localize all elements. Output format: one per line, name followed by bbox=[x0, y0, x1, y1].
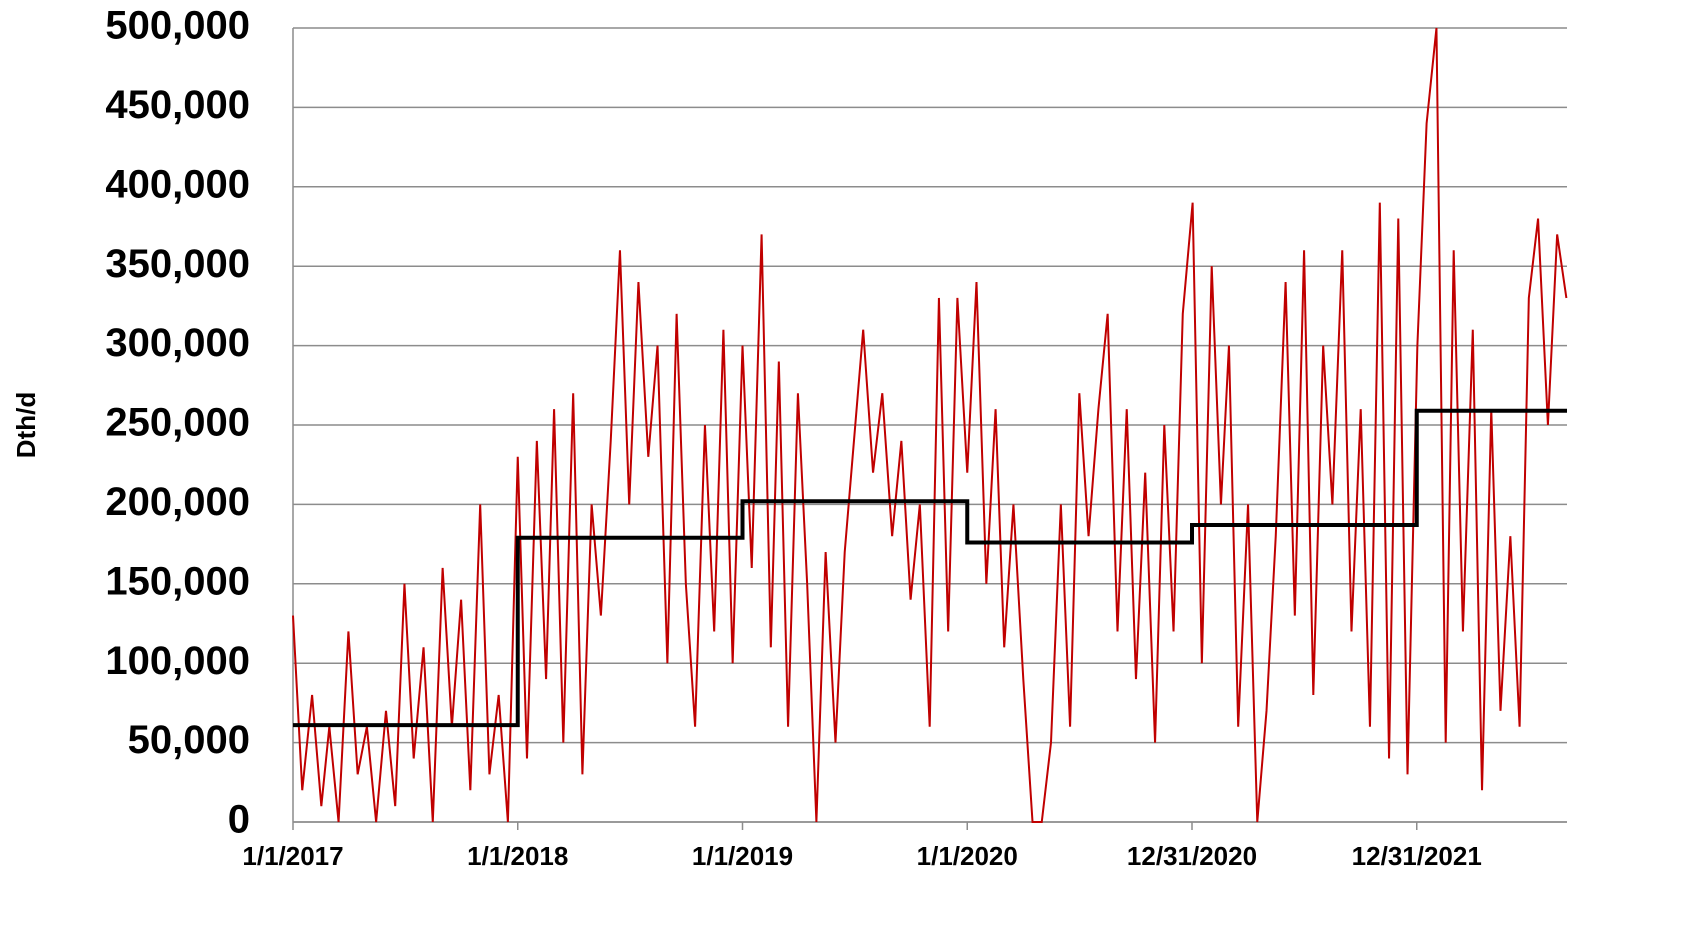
y-tick-label: 400,000 bbox=[105, 162, 250, 206]
y-tick-label: 450,000 bbox=[105, 83, 250, 127]
y-tick-label: 0 bbox=[228, 798, 250, 842]
y-tick-label: 100,000 bbox=[105, 639, 250, 683]
y-tick-label: 150,000 bbox=[105, 559, 250, 603]
y-axis-label: Dth/d bbox=[11, 392, 41, 458]
y-tick-label: 350,000 bbox=[105, 242, 250, 286]
x-tick-label: 1/1/2020 bbox=[917, 841, 1018, 871]
x-tick-label: 1/1/2018 bbox=[467, 841, 568, 871]
step-line bbox=[293, 408, 1567, 728]
data-line bbox=[292, 27, 1568, 823]
x-tick-label: 12/31/2020 bbox=[1127, 841, 1257, 871]
x-tick-label: 12/31/2021 bbox=[1352, 841, 1482, 871]
y-tick-label: 50,000 bbox=[128, 718, 250, 762]
y-tick-label: 500,000 bbox=[105, 4, 250, 48]
y-tick-label: 300,000 bbox=[105, 321, 250, 365]
y-tick-label: 250,000 bbox=[105, 401, 250, 445]
x-tick-label: 1/1/2019 bbox=[692, 841, 793, 871]
y-tick-label: 200,000 bbox=[105, 480, 250, 524]
x-tick-label: 1/1/2017 bbox=[242, 841, 343, 871]
